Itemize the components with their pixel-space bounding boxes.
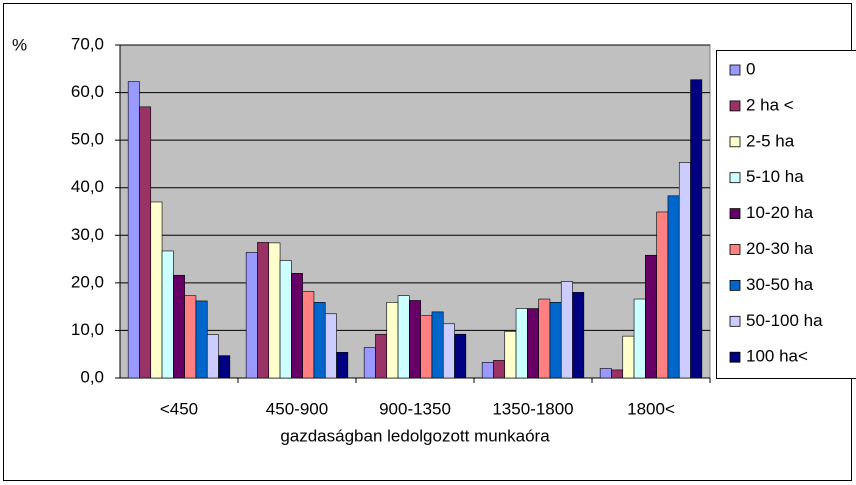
bar — [268, 242, 281, 379]
legend-swatch — [729, 279, 741, 291]
bar — [633, 298, 646, 379]
bar — [245, 252, 258, 379]
bar — [363, 347, 376, 379]
y-tick-label: 60,0 — [71, 82, 104, 101]
bar — [257, 242, 270, 379]
legend-swatch — [729, 315, 741, 327]
bar — [291, 273, 303, 379]
bar — [645, 254, 657, 379]
legend-label: 20-30 ha — [746, 239, 814, 258]
bar — [431, 311, 444, 379]
bar — [313, 302, 326, 379]
legend-swatch — [729, 100, 741, 112]
legend-label: 2 ha < — [746, 95, 794, 114]
bar — [667, 195, 680, 379]
bar — [279, 260, 292, 379]
bar — [218, 355, 231, 379]
bar — [161, 250, 174, 379]
bar — [184, 295, 197, 379]
bar — [678, 162, 691, 379]
bar — [515, 308, 528, 379]
y-tick-label: 30,0 — [71, 225, 104, 244]
bar — [420, 315, 433, 379]
x-tick-label: 1350-1800 — [492, 399, 573, 418]
bar — [549, 302, 562, 379]
legend-label: 0 — [746, 59, 755, 78]
legend-label: 2-5 ha — [746, 131, 795, 150]
bar — [375, 333, 388, 379]
x-axis-title: gazdaságban ledolgozott munkaóra — [280, 426, 550, 445]
legend-swatch — [729, 351, 741, 363]
legend-swatch — [729, 136, 741, 148]
bar — [409, 300, 421, 379]
bar — [690, 79, 703, 379]
y-tick-label: 50,0 — [71, 130, 104, 149]
x-tick-label: 900-1350 — [379, 399, 451, 418]
legend-swatch — [729, 244, 741, 255]
legend-label: 30-50 ha — [746, 275, 814, 294]
bar — [560, 281, 573, 379]
bar — [173, 274, 185, 379]
bar — [454, 333, 467, 379]
bar — [127, 81, 140, 379]
y-tick-label: 20,0 — [71, 272, 104, 291]
bar — [599, 368, 612, 379]
bar — [504, 331, 517, 379]
bar — [493, 360, 506, 379]
legend-label: 50-100 ha — [746, 311, 823, 330]
legend-label: 10-20 ha — [746, 203, 814, 222]
y-tick-label: 70,0 — [71, 34, 104, 53]
bar — [611, 369, 624, 379]
y-unit-label: % — [12, 35, 27, 54]
bar — [150, 201, 163, 379]
legend-swatch — [729, 172, 741, 184]
x-tick-label: <450 — [160, 399, 198, 418]
y-tick-label: 0,0 — [80, 367, 104, 386]
bar — [527, 308, 539, 379]
y-tick-label: 40,0 — [71, 177, 104, 196]
legend-swatch — [729, 64, 741, 76]
legend-label: 5-10 ha — [746, 167, 804, 186]
bar — [481, 362, 494, 379]
bar — [302, 291, 315, 379]
bar — [195, 300, 208, 379]
bar — [442, 323, 455, 379]
legend-swatch — [729, 208, 741, 220]
x-tick-label: 450-900 — [266, 399, 328, 418]
bar — [324, 313, 337, 379]
bar — [656, 211, 669, 379]
bar — [538, 298, 551, 379]
bar — [386, 302, 399, 379]
bar — [336, 352, 349, 379]
y-tick-label: 10,0 — [71, 320, 104, 339]
bar — [572, 292, 585, 379]
bar — [622, 335, 635, 379]
bar — [206, 334, 219, 379]
bar — [139, 106, 152, 379]
bar — [397, 295, 410, 379]
legend-label: 100 ha< — [746, 347, 808, 366]
x-tick-label: 1800< — [627, 399, 675, 418]
